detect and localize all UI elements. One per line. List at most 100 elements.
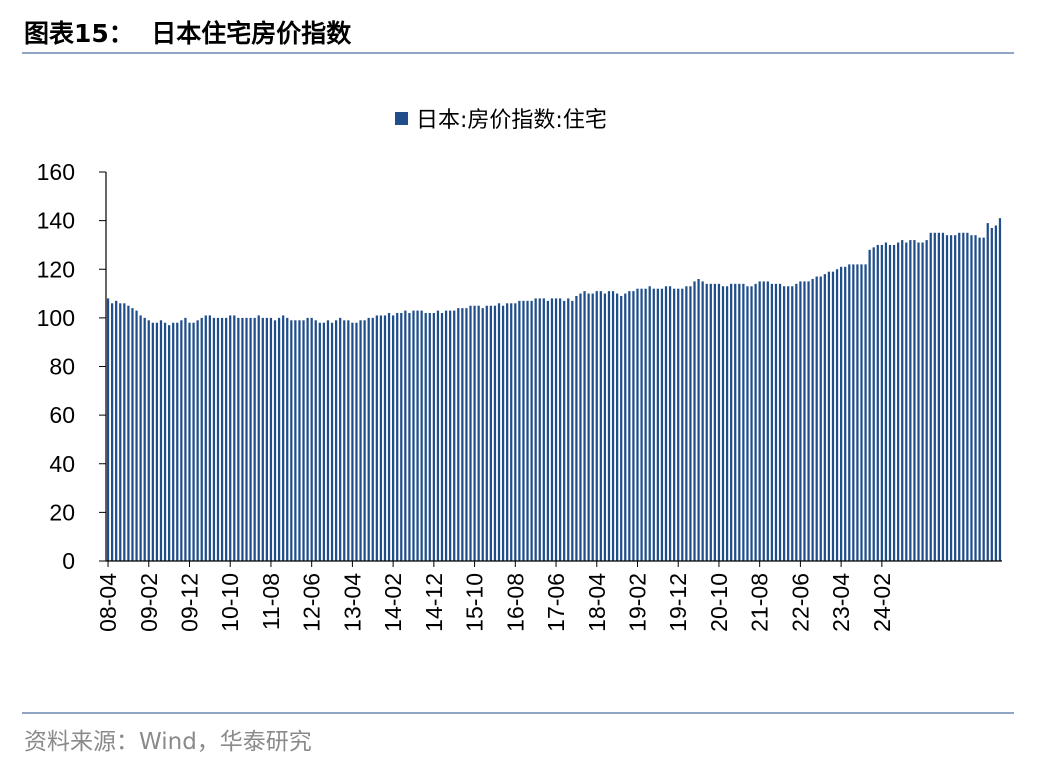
bar xyxy=(766,281,769,561)
bar xyxy=(595,291,598,561)
bar xyxy=(730,283,733,561)
bar xyxy=(550,298,554,561)
bar xyxy=(677,288,680,561)
bar xyxy=(522,300,525,561)
bar xyxy=(163,322,167,561)
bar xyxy=(412,310,415,561)
bar xyxy=(782,286,786,561)
bar xyxy=(844,266,847,561)
source-note: 资料来源：Wind，华泰研究 xyxy=(24,729,312,755)
x-tick-label: 11-08 xyxy=(258,573,284,630)
bar xyxy=(351,322,354,561)
bar xyxy=(583,291,586,561)
x-tick-label: 17-06 xyxy=(543,573,569,632)
bar xyxy=(428,313,431,561)
bar xyxy=(787,286,790,561)
bar xyxy=(420,310,423,561)
bar xyxy=(343,320,346,561)
bar xyxy=(668,286,672,561)
bar xyxy=(819,276,822,561)
bar xyxy=(954,235,957,561)
bar xyxy=(379,315,383,561)
bar xyxy=(994,225,998,562)
bar xyxy=(554,298,558,561)
bar xyxy=(754,283,757,561)
x-tick-label: 22-06 xyxy=(787,573,813,632)
bar xyxy=(758,281,761,561)
bar xyxy=(396,313,399,561)
bar xyxy=(229,315,232,561)
bar xyxy=(326,320,330,561)
bar xyxy=(835,269,839,561)
bar xyxy=(563,300,566,561)
bar xyxy=(334,320,338,561)
source-divider xyxy=(22,712,1014,714)
bar xyxy=(477,305,480,561)
bar xyxy=(603,293,607,561)
bar xyxy=(721,286,725,561)
bar xyxy=(473,305,476,561)
bar xyxy=(168,325,171,561)
bar xyxy=(840,266,843,561)
bar xyxy=(791,286,794,561)
bar xyxy=(567,298,570,561)
bar xyxy=(884,242,888,561)
bar xyxy=(290,320,293,561)
bar xyxy=(742,283,745,561)
bar xyxy=(664,286,668,561)
x-tick-label: 19-12 xyxy=(665,573,691,632)
bar xyxy=(750,286,753,561)
bar xyxy=(611,291,615,561)
bar xyxy=(656,288,659,561)
bar xyxy=(864,264,867,561)
bar xyxy=(860,264,863,561)
bar xyxy=(546,300,550,561)
bar xyxy=(823,274,826,561)
bar xyxy=(269,317,273,562)
bar xyxy=(241,317,244,562)
x-tick-label: 14-02 xyxy=(380,573,406,632)
bar xyxy=(945,235,949,561)
bar xyxy=(897,242,900,561)
x-tick-label: 12-06 xyxy=(299,573,325,632)
bar xyxy=(233,315,236,561)
bar xyxy=(510,303,513,561)
bar xyxy=(807,281,810,561)
bar xyxy=(408,313,411,561)
bar xyxy=(579,293,582,561)
bar xyxy=(176,322,179,561)
bar xyxy=(827,271,831,561)
bar xyxy=(318,322,321,561)
bar xyxy=(180,320,183,561)
bar xyxy=(506,303,509,561)
bar xyxy=(322,322,326,561)
bar xyxy=(616,293,619,561)
bar xyxy=(286,317,289,562)
bar xyxy=(628,291,631,561)
bar xyxy=(990,227,993,562)
figure-title: 图表15： 日本住宅房价指数 xyxy=(24,19,352,48)
bar xyxy=(501,305,505,561)
bar xyxy=(933,232,936,561)
bar xyxy=(770,283,774,561)
bar xyxy=(119,303,122,561)
bar xyxy=(497,303,501,561)
bar xyxy=(265,317,268,562)
bar xyxy=(986,223,989,561)
bar xyxy=(620,295,623,561)
bar xyxy=(387,313,391,561)
bar xyxy=(925,240,928,561)
bar xyxy=(778,283,782,561)
bar xyxy=(306,317,309,562)
y-tick-label: 0 xyxy=(62,548,75,574)
bar xyxy=(367,317,370,562)
bar xyxy=(106,298,110,561)
bar xyxy=(599,291,602,561)
bar xyxy=(937,232,940,561)
bar xyxy=(159,320,163,561)
bar xyxy=(738,283,741,561)
bar xyxy=(216,317,220,562)
bar xyxy=(795,283,798,561)
bar xyxy=(192,322,195,561)
bar xyxy=(713,283,716,561)
